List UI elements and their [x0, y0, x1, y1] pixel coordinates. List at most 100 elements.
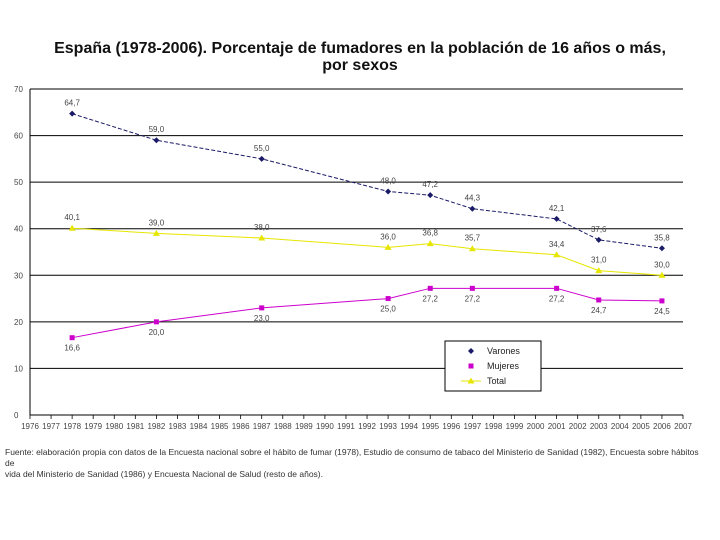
x-tick-label: 1977: [42, 422, 60, 431]
data-point-mujeres: [259, 305, 265, 311]
data-label-mujeres: 23,0: [254, 314, 270, 323]
data-label-mujeres: 24,7: [591, 306, 607, 315]
data-point-varones: [553, 215, 560, 222]
x-tick-label: 1987: [253, 422, 271, 431]
data-point-varones: [469, 205, 476, 212]
y-tick-label: 0: [14, 411, 19, 420]
data-label-mujeres: 16,6: [64, 344, 80, 353]
source-note-line2: vida del Ministerio de Sanidad (1986) y …: [5, 469, 323, 479]
x-tick-label: 1999: [506, 422, 524, 431]
data-label-total: 36,8: [422, 229, 438, 238]
y-tick-label: 40: [14, 225, 23, 234]
data-point-mujeres: [427, 285, 433, 291]
series-total: 40,1 39,0 38,0 36,0 36,8 35,7 34,4 31,0 30,0: [64, 213, 670, 278]
x-tick-label: 2006: [653, 422, 671, 431]
data-label-varones: 59,0: [149, 125, 165, 134]
y-tick-label: 30: [14, 271, 23, 280]
legend-label-mujeres: Mujeres: [487, 361, 520, 371]
data-label-total: 34,4: [549, 240, 565, 249]
data-point-mujeres: [69, 335, 75, 341]
data-label-total: 40,1: [64, 213, 80, 222]
x-tick-label: 1981: [126, 422, 144, 431]
data-point-total: [152, 229, 160, 236]
data-label-varones: 47,2: [422, 180, 438, 189]
x-tick-label: 1994: [400, 422, 418, 431]
x-tick-label: 1980: [105, 422, 123, 431]
data-label-total: 36,0: [380, 232, 396, 241]
x-tick-label: 1991: [337, 422, 355, 431]
data-point-mujeres: [596, 297, 602, 303]
x-tick-label: 1990: [316, 422, 334, 431]
data-point-varones: [427, 192, 434, 199]
x-tick-label: 1978: [63, 422, 81, 431]
axes: [29, 89, 683, 416]
series-group: 64,7 59,0 55,0 48,0 47,2 44,3 42,1 37,6 35,8 16,6…: [64, 99, 670, 353]
legend-marker-varones: [468, 348, 474, 354]
chart-title-line1: España (1978-2006). Porcentaje de fumado…: [54, 40, 666, 57]
y-tick-label: 20: [14, 318, 23, 327]
series-line-total: [72, 227, 662, 276]
x-tick-label: 1988: [274, 422, 292, 431]
data-label-varones: 55,0: [254, 144, 270, 153]
x-axis-ticks: 1976 1977 1978 1979 1980 1981 1982 1983 1984 1985…: [21, 415, 692, 431]
data-point-varones: [595, 236, 602, 243]
data-label-total: 39,0: [149, 218, 165, 227]
data-label-mujeres: 27,2: [422, 294, 438, 303]
x-tick-label: 2004: [611, 422, 629, 431]
x-tick-label: 1993: [379, 422, 397, 431]
x-tick-label: 1976: [21, 422, 39, 431]
x-tick-label: 1997: [463, 422, 481, 431]
x-tick-label: 1985: [211, 422, 229, 431]
data-label-varones: 42,1: [549, 204, 565, 213]
source-note-line1: Fuente: elaboración propia con datos de …: [5, 447, 699, 468]
x-tick-label: 1986: [232, 422, 250, 431]
source-note: Fuente: elaboración propia con datos de …: [5, 447, 710, 480]
data-point-mujeres: [153, 319, 159, 325]
y-tick-label: 70: [14, 85, 23, 94]
data-point-varones: [658, 245, 665, 252]
data-point-total: [658, 271, 666, 278]
x-tick-label: 2001: [548, 422, 566, 431]
legend: Varones Mujeres Total: [444, 340, 542, 392]
x-tick-label: 1995: [421, 422, 439, 431]
data-point-mujeres: [469, 285, 475, 291]
data-label-mujeres: 27,2: [549, 294, 565, 303]
y-tick-label: 10: [14, 364, 23, 373]
legend-label-varones: Varones: [487, 346, 520, 356]
data-point-total: [258, 234, 266, 241]
data-label-mujeres: 27,2: [465, 294, 481, 303]
x-tick-label: 2000: [527, 422, 545, 431]
legend-box: [444, 340, 542, 392]
y-tick-label: 50: [14, 178, 23, 187]
y-axis-ticks: 0 10 20 30 40 50 60 70: [14, 85, 23, 420]
x-tick-label: 1992: [358, 422, 376, 431]
series-mujeres: 16,6 20,0 23,0 25,0 27,2 27,2 27,2 24,7 24,5: [64, 285, 670, 353]
x-tick-label: 1979: [84, 422, 102, 431]
data-point-mujeres: [554, 285, 560, 291]
y-tick-label: 60: [14, 132, 23, 141]
data-label-mujeres: 20,0: [149, 328, 165, 337]
x-tick-label: 1998: [485, 422, 503, 431]
data-label-mujeres: 25,0: [380, 305, 396, 314]
x-tick-label: 1982: [147, 422, 165, 431]
x-tick-label: 2007: [674, 422, 692, 431]
data-point-total: [468, 245, 476, 252]
data-point-total: [68, 224, 76, 231]
data-point-varones: [69, 110, 76, 117]
data-point-mujeres: [659, 298, 665, 304]
data-point-total: [595, 267, 603, 274]
data-label-total: 38,0: [254, 223, 270, 232]
data-label-varones: 35,8: [654, 233, 670, 242]
data-label-varones: 44,3: [465, 194, 481, 203]
data-point-total: [384, 243, 392, 250]
x-tick-label: 1989: [295, 422, 313, 431]
data-label-varones: 48,0: [380, 176, 396, 185]
data-point-total: [426, 240, 434, 247]
x-tick-label: 1996: [442, 422, 460, 431]
series-varones: 64,7 59,0 55,0 48,0 47,2 44,3 42,1 37,6 35,8: [64, 99, 670, 252]
legend-label-total: Total: [487, 376, 506, 386]
gridlines: [30, 88, 683, 369]
data-label-mujeres: 24,5: [654, 307, 670, 316]
data-point-varones: [153, 137, 160, 144]
